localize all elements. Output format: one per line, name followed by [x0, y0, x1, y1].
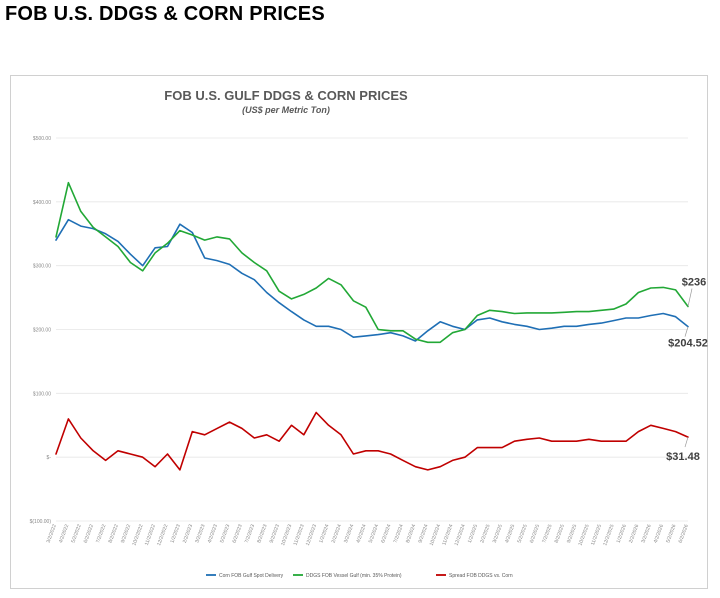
chart-frame: FOB U.S. GULF DDGS & CORN PRICES (US$ pe… — [10, 75, 708, 589]
x-tick-label: 5/2/2024 — [368, 523, 380, 544]
ddgs-end-label: $236 — [682, 277, 706, 289]
corn-series-line — [55, 218, 689, 342]
x-tick-label: 2/2/2026 — [628, 523, 640, 544]
x-tick-label: 5/2/2026 — [665, 523, 677, 544]
x-tick-label: 5/2/2022 — [70, 523, 82, 544]
corn-legend-label: Corn FOB Gulf Spot Delivery — [219, 573, 284, 579]
x-tick-label: 3/2/2022 — [46, 523, 58, 544]
x-tick-label: 1/2/2023 — [170, 523, 182, 544]
x-tick-label: 11/2/2024 — [441, 523, 454, 546]
x-tick-label: 2/2/2024 — [331, 523, 343, 544]
ddgs-series-line — [55, 181, 689, 344]
x-tick-label: 4/2/2026 — [653, 523, 665, 544]
x-tick-label: 9/2/2023 — [269, 523, 281, 544]
x-tick-label: 11/2/2023 — [293, 523, 306, 546]
x-tick-label: 12/2/2025 — [602, 523, 615, 546]
x-tick-label: 7/2/2025 — [541, 523, 553, 544]
chart-subtitle: (US$ per Metric Ton) — [242, 105, 330, 115]
x-tick-label: 11/2/2022 — [144, 523, 157, 546]
y-tick-label: $100.00 — [33, 391, 51, 397]
corn-label-leader — [684, 326, 689, 337]
x-tick-label: 7/2/2024 — [393, 523, 405, 544]
x-tick-label: 7/2/2022 — [95, 523, 107, 544]
x-tick-label: 4/2/2025 — [504, 523, 516, 544]
corn-end-label: $204.52 — [668, 338, 708, 350]
x-tick-label: 8/2/2025 — [554, 523, 566, 544]
x-tick-label: 6/2/2023 — [231, 523, 243, 544]
x-tick-label: 9/2/2024 — [417, 523, 429, 544]
x-tick-label: 6/2/2024 — [380, 523, 392, 544]
y-tick-label: $(100.00) — [30, 519, 52, 525]
x-tick-label: 1/2/2024 — [318, 523, 330, 544]
x-tick-label: 3/2/2023 — [194, 523, 206, 544]
x-tick-label: 3/2/2025 — [492, 523, 504, 544]
x-tick-label: 6/2/2025 — [529, 523, 541, 544]
x-tick-label: 12/2/2024 — [454, 523, 467, 546]
spread-end-label: $31.48 — [666, 451, 700, 463]
x-tick-label: 9/2/2022 — [120, 523, 132, 544]
x-tick-label: 10/2/2025 — [577, 523, 590, 546]
x-tick-label: 9/2/2025 — [566, 523, 578, 544]
x-tick-label: 1/2/2026 — [616, 523, 628, 544]
x-tick-label: 8/2/2023 — [256, 523, 268, 544]
y-tick-label: $500.00 — [33, 136, 51, 142]
price-chart: FOB U.S. GULF DDGS & CORN PRICES (US$ pe… — [30, 88, 708, 579]
x-tick-label: 8/2/2024 — [405, 523, 417, 544]
x-tick-label: 8/2/2022 — [108, 523, 120, 544]
spread-label-leader — [684, 436, 689, 448]
spread-series-line — [55, 411, 689, 471]
x-tick-label: 5/2/2025 — [516, 523, 528, 544]
x-tick-label: 4/2/2023 — [207, 523, 219, 544]
x-tick-label: 5/2/2023 — [219, 523, 231, 544]
x-tick-label: 3/2/2026 — [640, 523, 652, 544]
y-tick-label: $200.00 — [33, 328, 51, 334]
x-tick-label: 4/2/2022 — [58, 523, 70, 544]
y-tick-label: $- — [47, 455, 52, 461]
ddgs-label-leader — [687, 288, 693, 307]
x-tick-label: 6/2/2026 — [678, 523, 690, 544]
x-tick-label: 12/2/2022 — [156, 523, 169, 546]
y-tick-label: $400.00 — [33, 200, 51, 206]
x-tick-label: 6/2/2022 — [83, 523, 95, 544]
x-tick-label: 7/2/2023 — [244, 523, 256, 544]
spread-legend-label: Spread FOB DDGS vs. Corn — [449, 573, 513, 579]
x-tick-label: 1/2/2025 — [467, 523, 479, 544]
x-tick-label: 4/2/2024 — [355, 523, 367, 544]
x-tick-label: 10/2/2022 — [131, 523, 144, 546]
ddgs-legend-label: DDGS FOB Vessel Gulf (min. 35% Protein) — [306, 573, 402, 579]
x-tick-label: 2/2/2025 — [479, 523, 491, 544]
x-tick-label: 11/2/2025 — [590, 523, 603, 546]
page-title: FOB U.S. DDGS & CORN PRICES — [5, 3, 325, 25]
x-tick-label: 10/2/2024 — [429, 523, 442, 546]
x-tick-label: 2/2/2023 — [182, 523, 194, 544]
x-tick-label: 10/2/2023 — [280, 523, 293, 546]
chart-title: FOB U.S. GULF DDGS & CORN PRICES — [164, 88, 408, 103]
y-tick-label: $300.00 — [33, 264, 51, 270]
x-tick-label: 3/2/2024 — [343, 523, 355, 544]
x-tick-label: 12/2/2023 — [305, 523, 318, 546]
